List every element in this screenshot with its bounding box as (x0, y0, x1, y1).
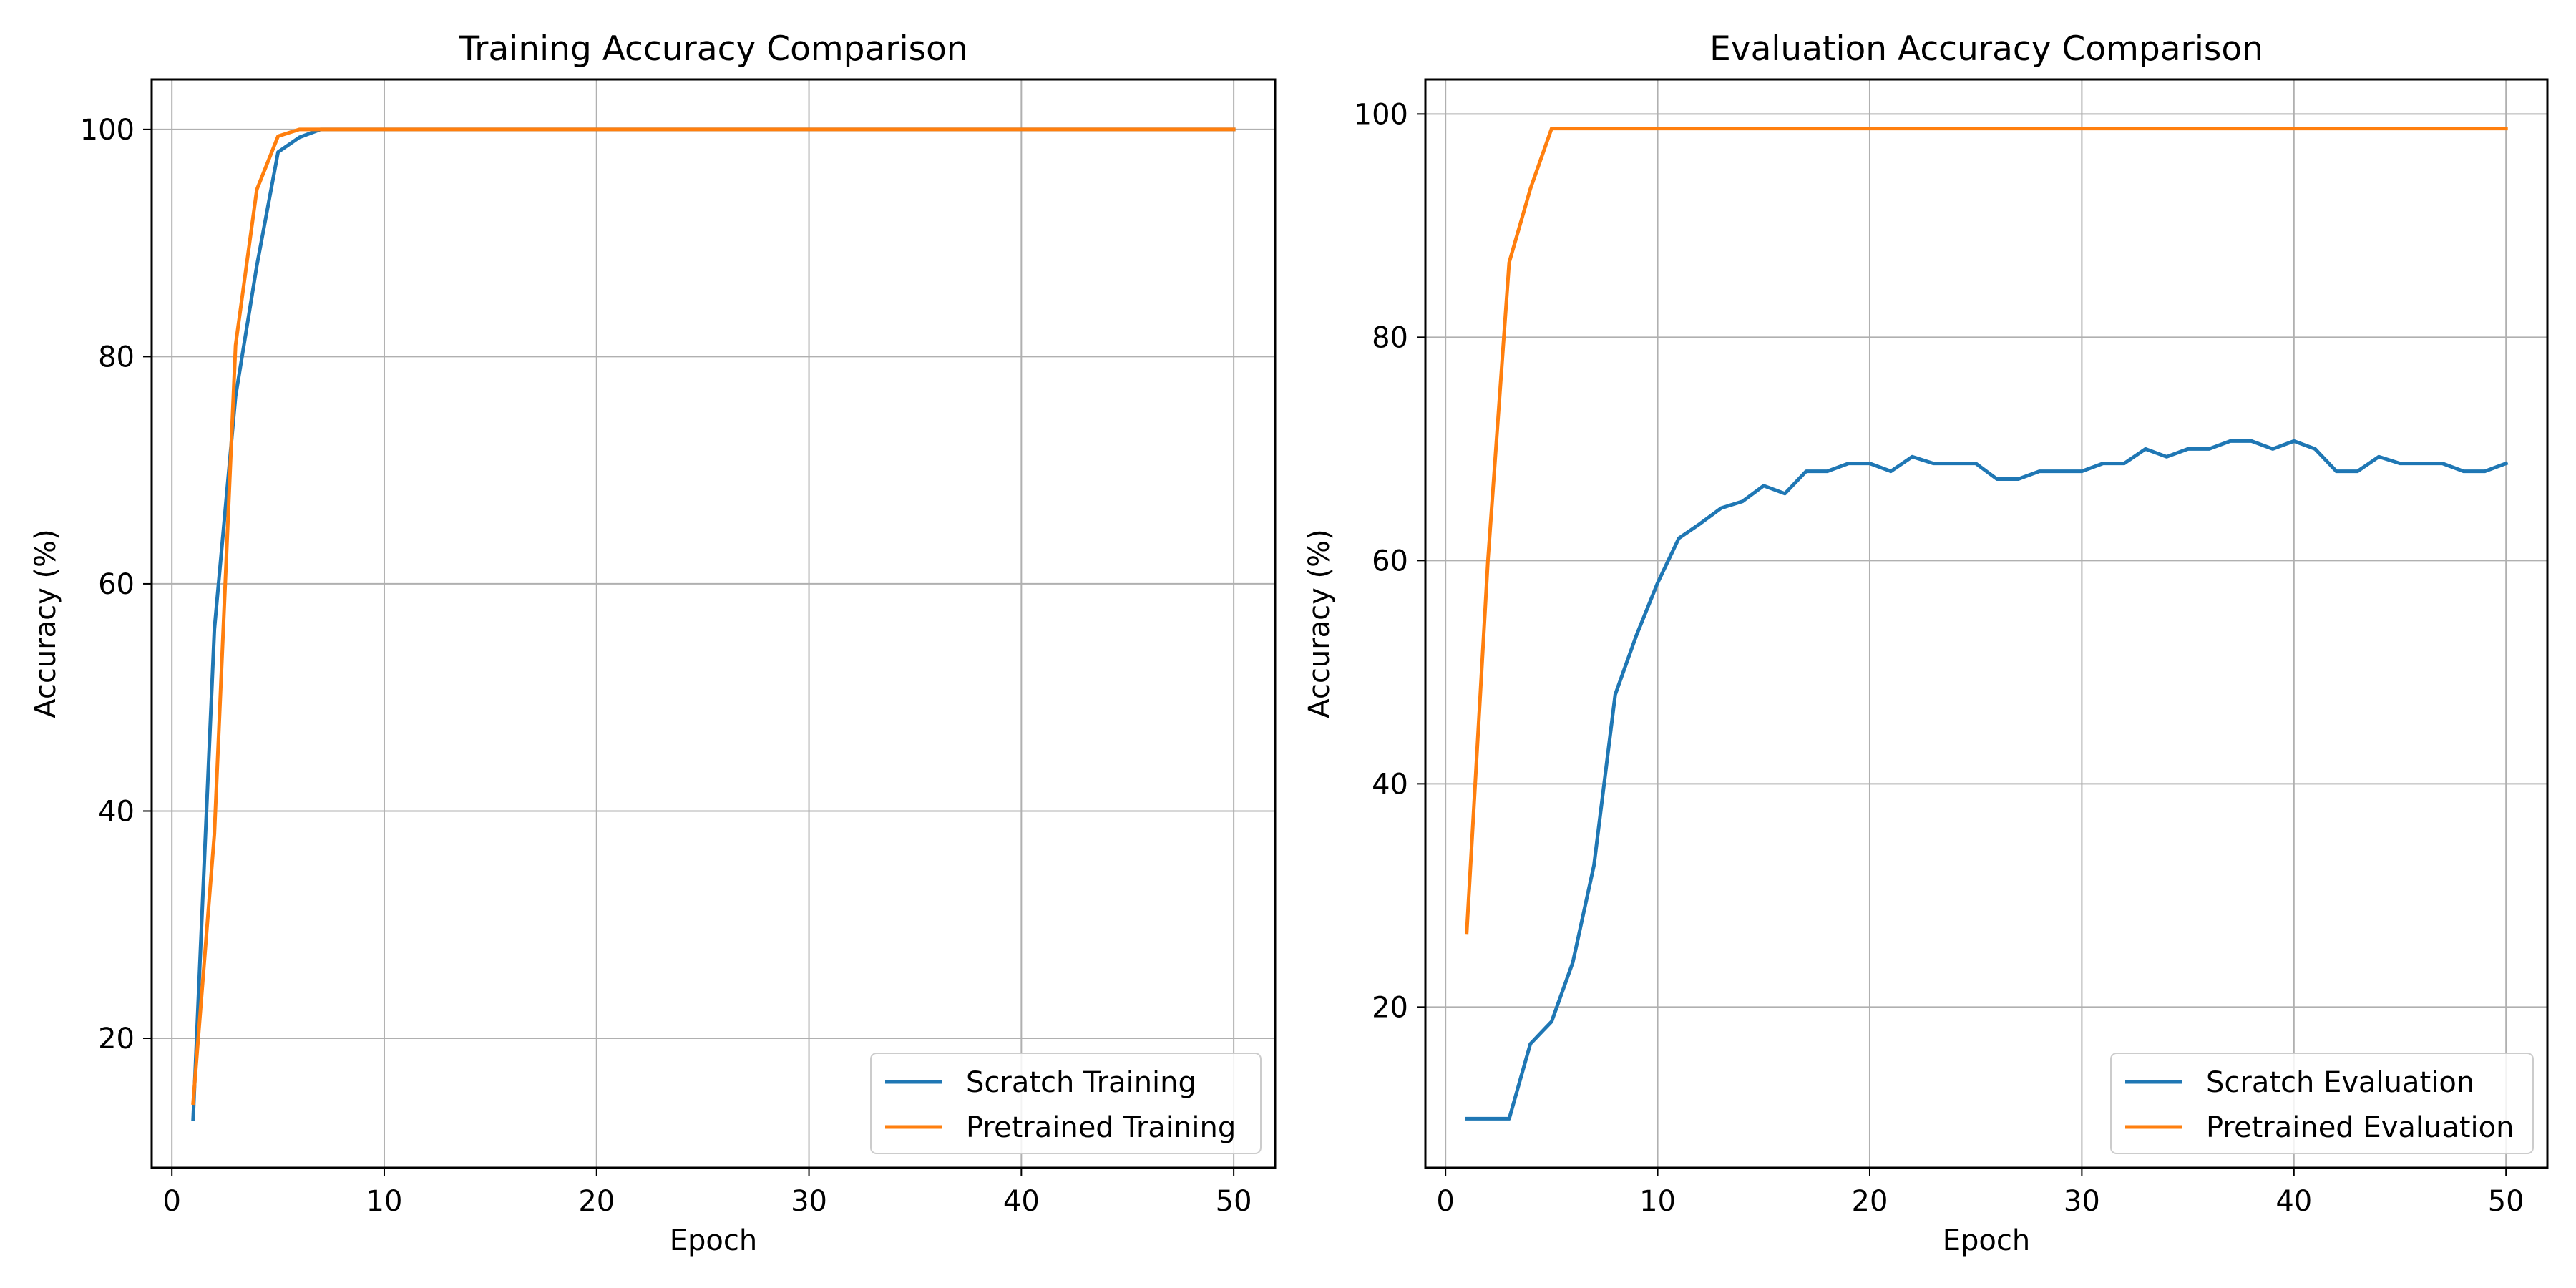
legend-label: Pretrained Training (966, 1111, 1236, 1144)
series-line-pretrained-training (191, 127, 1236, 1106)
legend-box (870, 1053, 1262, 1154)
x-tick-label: 30 (791, 1185, 827, 1218)
legend-label: Scratch Training (966, 1066, 1196, 1099)
y-tick-label: 100 (80, 114, 135, 147)
y-axis-label: Accuracy (%) (29, 529, 62, 718)
series-line-pretrained-evaluation (1465, 127, 2508, 935)
x-tick-label: 40 (1003, 1185, 1040, 1218)
x-tick-label: 0 (162, 1185, 180, 1218)
legend-label: Scratch Evaluation (2206, 1066, 2474, 1099)
x-tick-label: 40 (2275, 1185, 2312, 1218)
x-tick-label: 20 (578, 1185, 615, 1218)
plot-area-frame (1424, 78, 2549, 1169)
x-tick-label: 10 (1639, 1185, 1676, 1218)
plot-area-frame (150, 78, 1277, 1169)
legend-box (2110, 1053, 2534, 1154)
evaluation-accuracy-chart: 0 10 20 30 40 50 20 40 60 80 100 Evaluation Accurac… (1303, 29, 2549, 1257)
x-tick-label: 20 (1852, 1185, 1888, 1218)
y-tick-label: 40 (1372, 768, 1408, 801)
x-axis-label: Epoch (1943, 1224, 2030, 1257)
x-tick-label: 50 (1216, 1185, 1252, 1218)
training-accuracy-chart: 0 10 20 30 40 50 20 40 60 80 100 Training Accuracy … (29, 29, 1277, 1257)
series-line-scratch-evaluation (1465, 439, 2509, 1121)
y-tick-label: 80 (1372, 321, 1408, 354)
y-tick-label: 60 (1372, 545, 1408, 577)
legend: Scratch Evaluation Pretrained Evaluation (2110, 1053, 2534, 1154)
x-tick-label: 10 (366, 1185, 403, 1218)
y-tick-label: 60 (98, 568, 135, 601)
y-tick-label: 80 (98, 341, 135, 374)
y-tick-label: 20 (1372, 991, 1408, 1024)
chart-title: Evaluation Accuracy Comparison (1709, 29, 2263, 69)
x-tick-label: 30 (2064, 1185, 2100, 1218)
x-tick-label: 50 (2488, 1185, 2524, 1218)
y-tick-label: 40 (98, 795, 135, 828)
y-tick-label: 100 (1354, 98, 1408, 131)
legend-label: Pretrained Evaluation (2206, 1111, 2514, 1144)
y-tick-label: 20 (98, 1023, 135, 1055)
legend: Scratch Training Pretrained Training (870, 1053, 1262, 1154)
x-axis-label: Epoch (670, 1224, 757, 1257)
y-axis-label: Accuracy (%) (1303, 529, 1336, 718)
chart-title: Training Accuracy Comparison (458, 29, 967, 69)
x-tick-label: 0 (1436, 1185, 1454, 1218)
